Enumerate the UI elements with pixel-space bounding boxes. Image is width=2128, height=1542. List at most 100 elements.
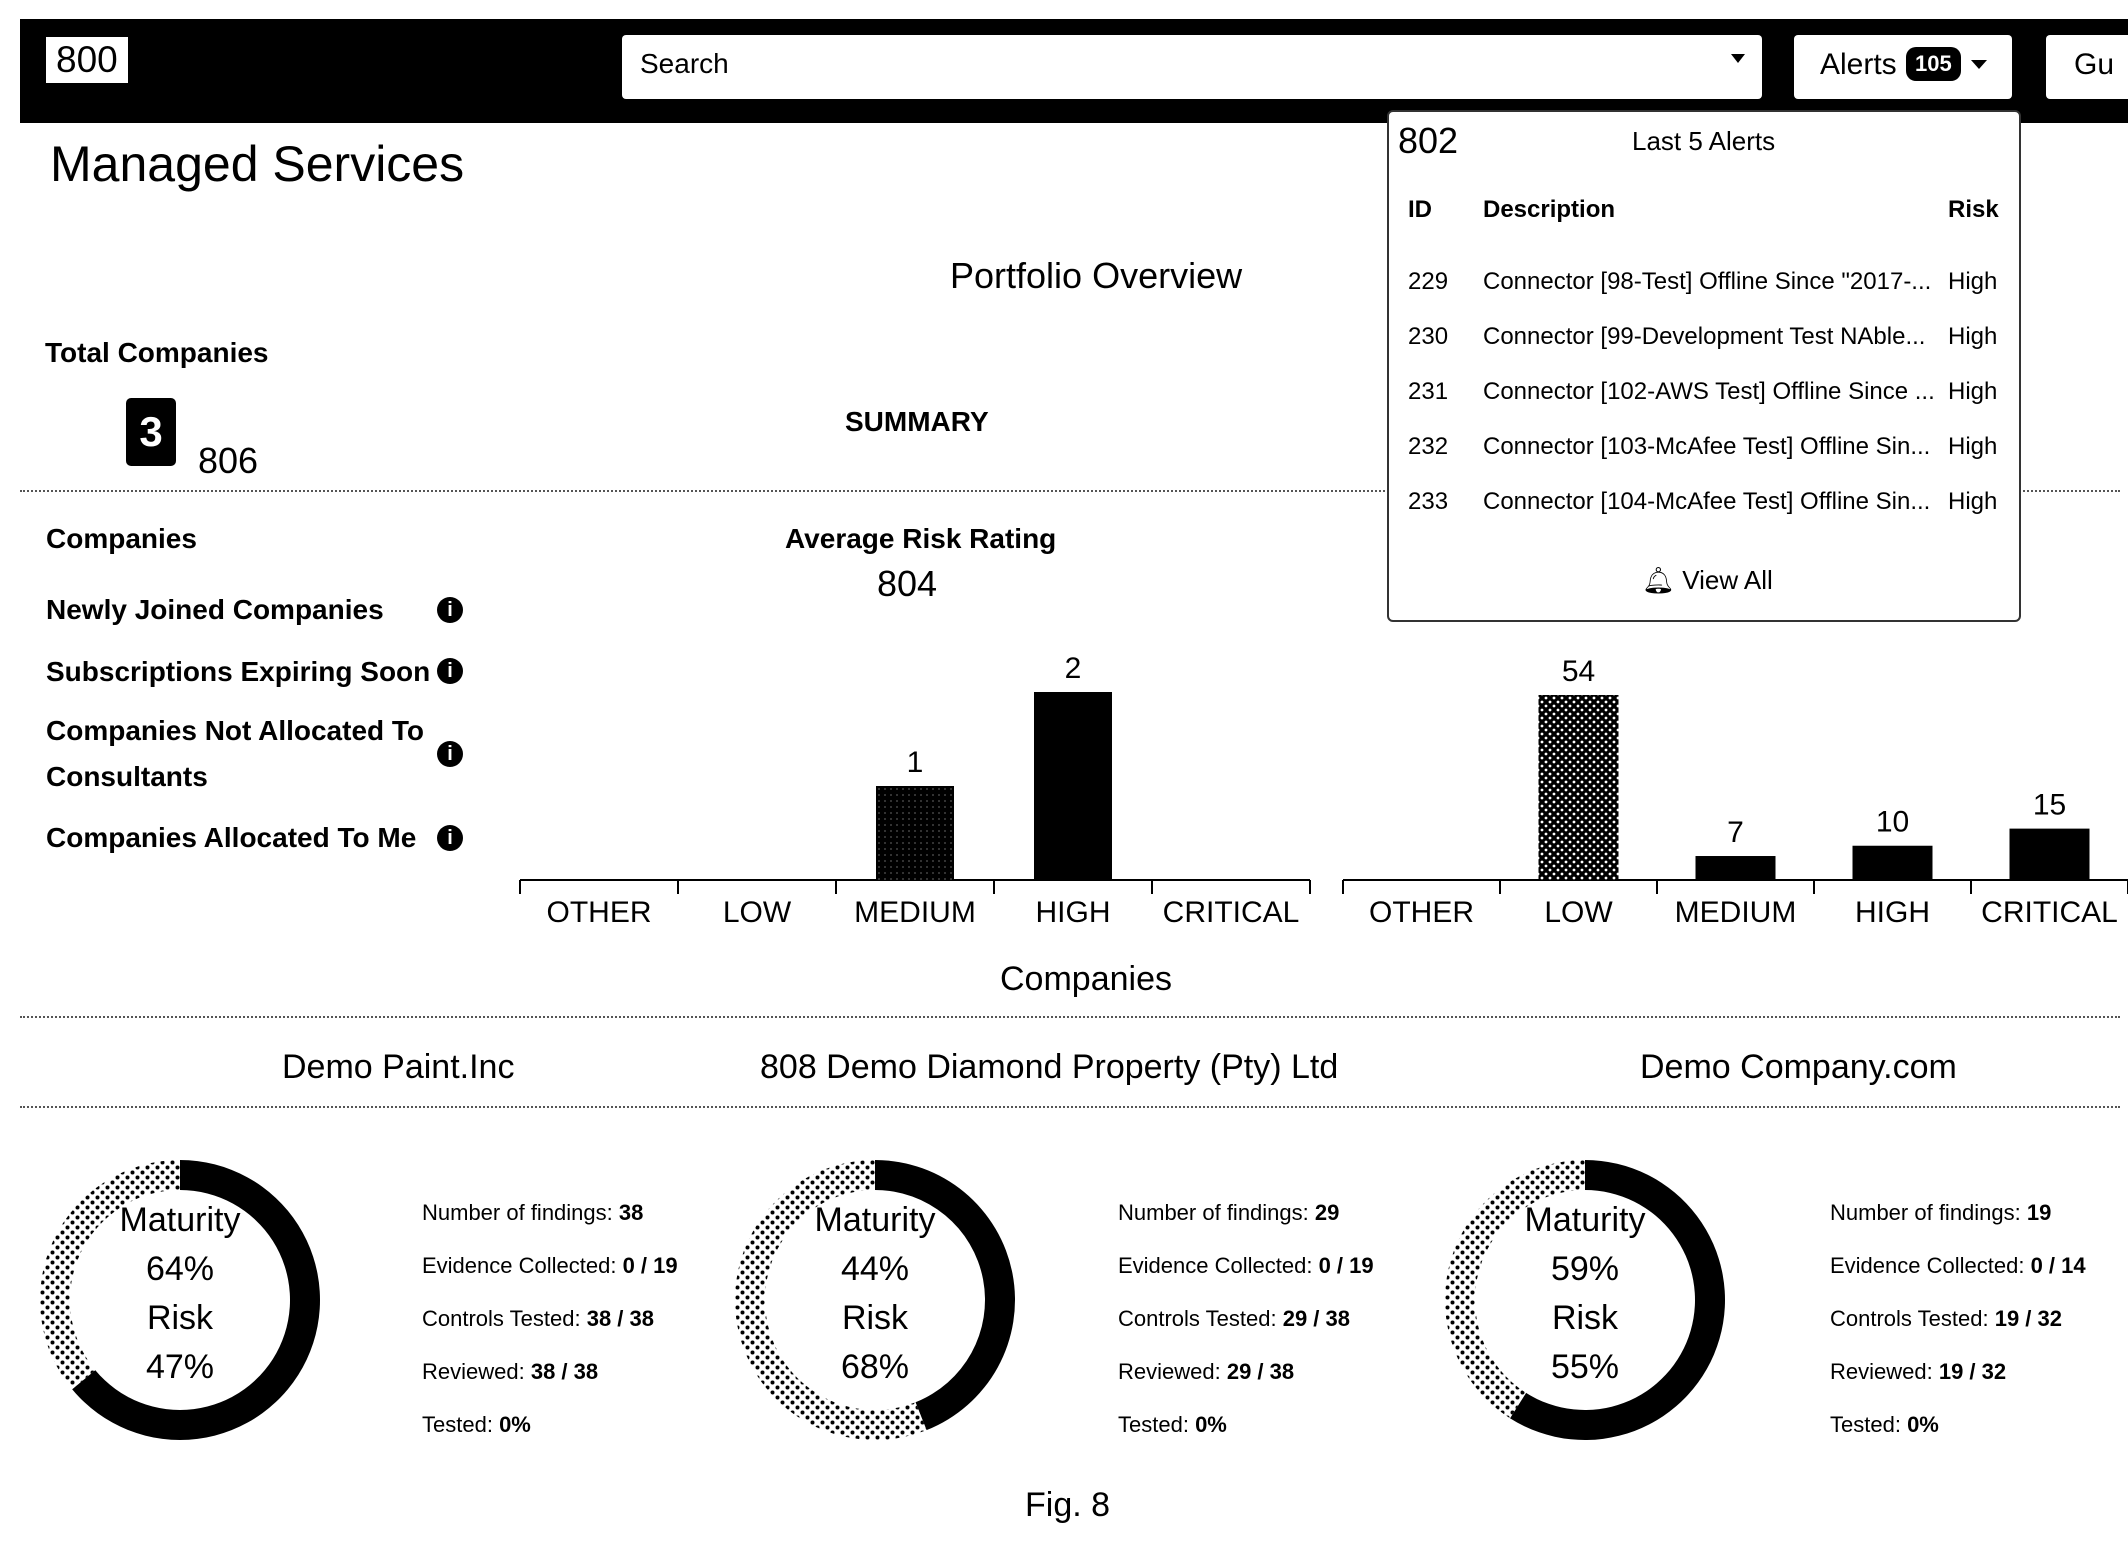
donut-maturity-label: Maturity — [70, 1196, 290, 1245]
alert-id: 231 — [1408, 378, 1448, 406]
company-name[interactable]: Demo Paint.Inc — [282, 1048, 514, 1087]
company-stat: Controls Tested: 38 / 38 — [422, 1306, 654, 1332]
donut-center-label: Maturity59%Risk55% — [1475, 1196, 1695, 1392]
bar — [1696, 856, 1776, 880]
stat-value: 0 / 19 — [623, 1253, 678, 1278]
alert-id: 233 — [1408, 488, 1448, 516]
alert-description: Connector [102-AWS Test] Offline Since .… — [1483, 378, 1935, 406]
alert-id: 230 — [1408, 323, 1448, 351]
donut-maturity-label: Maturity — [1475, 1196, 1695, 1245]
view-all-alerts-link[interactable]: 🔔︎ View All — [1642, 565, 1773, 596]
stat-label: Controls Tested: — [1830, 1306, 1989, 1331]
stat-value: 0% — [1907, 1412, 1939, 1437]
divider — [20, 1106, 2120, 1108]
stat-value: 0 / 14 — [2031, 1253, 2086, 1278]
bar — [2010, 829, 2090, 880]
alerts-dropdown-title: Last 5 Alerts — [1632, 126, 1775, 157]
alert-risk: High — [1948, 433, 1997, 461]
company-stat: Evidence Collected: 0 / 19 — [1118, 1253, 1374, 1279]
stat-value: 29 — [1315, 1200, 1339, 1225]
x-tick-label: CRITICAL — [1981, 896, 2118, 929]
stat-value: 0% — [499, 1412, 531, 1437]
divider — [20, 1016, 2120, 1018]
stat-label: Number of findings: — [422, 1200, 613, 1225]
stat-label: Evidence Collected: — [1118, 1253, 1312, 1278]
figure-reference-802: 802 — [1398, 120, 1458, 162]
alert-description: Connector [98-Test] Offline Since "2017-… — [1483, 268, 1931, 296]
company-stat: Evidence Collected: 0 / 19 — [422, 1253, 678, 1279]
donut-center-label: Maturity44%Risk68% — [765, 1196, 985, 1392]
donut-risk-label: Risk — [765, 1294, 985, 1343]
alert-risk: High — [1948, 323, 1997, 351]
stat-label: Number of findings: — [1830, 1200, 2021, 1225]
chart-x-axis-title: Companies — [1000, 960, 1172, 999]
donut-risk: 68% — [765, 1343, 985, 1392]
company-stat: Evidence Collected: 0 / 14 — [1830, 1253, 2086, 1279]
alerts-column-id: ID — [1408, 196, 1432, 224]
stat-label: Reviewed: — [1118, 1359, 1221, 1384]
x-tick-label: LOW — [723, 896, 792, 929]
bar-value-label: 2 — [1065, 652, 1082, 685]
company-stat: Tested: 0% — [1118, 1412, 1227, 1438]
maturity-donuts — [0, 1150, 2128, 1500]
company-name[interactable]: 808 Demo Diamond Property (Pty) Ltd — [760, 1048, 1338, 1087]
stat-value: 29 / 38 — [1283, 1306, 1350, 1331]
bar — [876, 786, 954, 880]
company-stat: Number of findings: 38 — [422, 1200, 643, 1226]
x-tick-label: OTHER — [1369, 896, 1474, 929]
stat-label: Controls Tested: — [422, 1306, 581, 1331]
donut-maturity: 64% — [70, 1245, 290, 1294]
alert-risk: High — [1948, 488, 1997, 516]
stat-label: Tested: — [1830, 1412, 1901, 1437]
company-stat: Number of findings: 19 — [1830, 1200, 2051, 1226]
alert-id: 232 — [1408, 433, 1448, 461]
stat-label: Tested: — [422, 1412, 493, 1437]
alerts-column-description: Description — [1483, 196, 1615, 224]
donut-risk: 47% — [70, 1343, 290, 1392]
company-stat: Reviewed: 29 / 38 — [1118, 1359, 1294, 1385]
stat-value: 19 — [2027, 1200, 2051, 1225]
alert-risk: High — [1948, 378, 1997, 406]
company-stat: Reviewed: 38 / 38 — [422, 1359, 598, 1385]
bar-value-label: 7 — [1727, 816, 1744, 849]
company-stat: Reviewed: 19 / 32 — [1830, 1359, 2006, 1385]
stat-label: Reviewed: — [1830, 1359, 1933, 1384]
stat-value: 19 / 32 — [1995, 1306, 2062, 1331]
stat-value: 38 — [619, 1200, 643, 1225]
stat-label: Evidence Collected: — [422, 1253, 616, 1278]
alert-description: Connector [103-McAfee Test] Offline Sin.… — [1483, 433, 1930, 461]
x-tick-label: HIGH — [1855, 896, 1930, 929]
donut-risk: 55% — [1475, 1343, 1695, 1392]
company-stat: Controls Tested: 29 / 38 — [1118, 1306, 1350, 1332]
company-name[interactable]: Demo Company.com — [1640, 1048, 1957, 1087]
bar — [1539, 695, 1619, 880]
stat-value: 29 / 38 — [1227, 1359, 1294, 1384]
bar — [1853, 846, 1933, 880]
stat-label: Reviewed: — [422, 1359, 525, 1384]
stat-label: Number of findings: — [1118, 1200, 1309, 1225]
bell-icon: 🔔︎ — [1642, 565, 1675, 595]
alerts-dropdown — [1387, 110, 2021, 622]
x-tick-label: OTHER — [547, 896, 652, 929]
company-stat: Tested: 0% — [1830, 1412, 1939, 1438]
stat-value: 19 / 32 — [1939, 1359, 2006, 1384]
figure-label: Fig. 8 — [1025, 1486, 1110, 1525]
stat-label: Controls Tested: — [1118, 1306, 1277, 1331]
x-tick-label: LOW — [1544, 896, 1613, 929]
bar-value-label: 15 — [2033, 789, 2066, 822]
x-tick-label: CRITICAL — [1163, 896, 1300, 929]
bar-value-label: 1 — [907, 746, 924, 779]
x-tick-label: MEDIUM — [854, 896, 976, 929]
stat-label: Tested: — [1118, 1412, 1189, 1437]
bar-value-label: 10 — [1876, 806, 1909, 839]
donut-maturity-label: Maturity — [765, 1196, 985, 1245]
view-all-label: View All — [1682, 565, 1773, 595]
stat-value: 38 / 38 — [531, 1359, 598, 1384]
x-tick-label: HIGH — [1036, 896, 1111, 929]
alert-id: 229 — [1408, 268, 1448, 296]
alert-description: Connector [104-McAfee Test] Offline Sin.… — [1483, 488, 1930, 516]
stat-label: Evidence Collected: — [1830, 1253, 2024, 1278]
stat-value: 38 / 38 — [587, 1306, 654, 1331]
stat-value: 0 / 19 — [1319, 1253, 1374, 1278]
donut-risk-label: Risk — [70, 1294, 290, 1343]
